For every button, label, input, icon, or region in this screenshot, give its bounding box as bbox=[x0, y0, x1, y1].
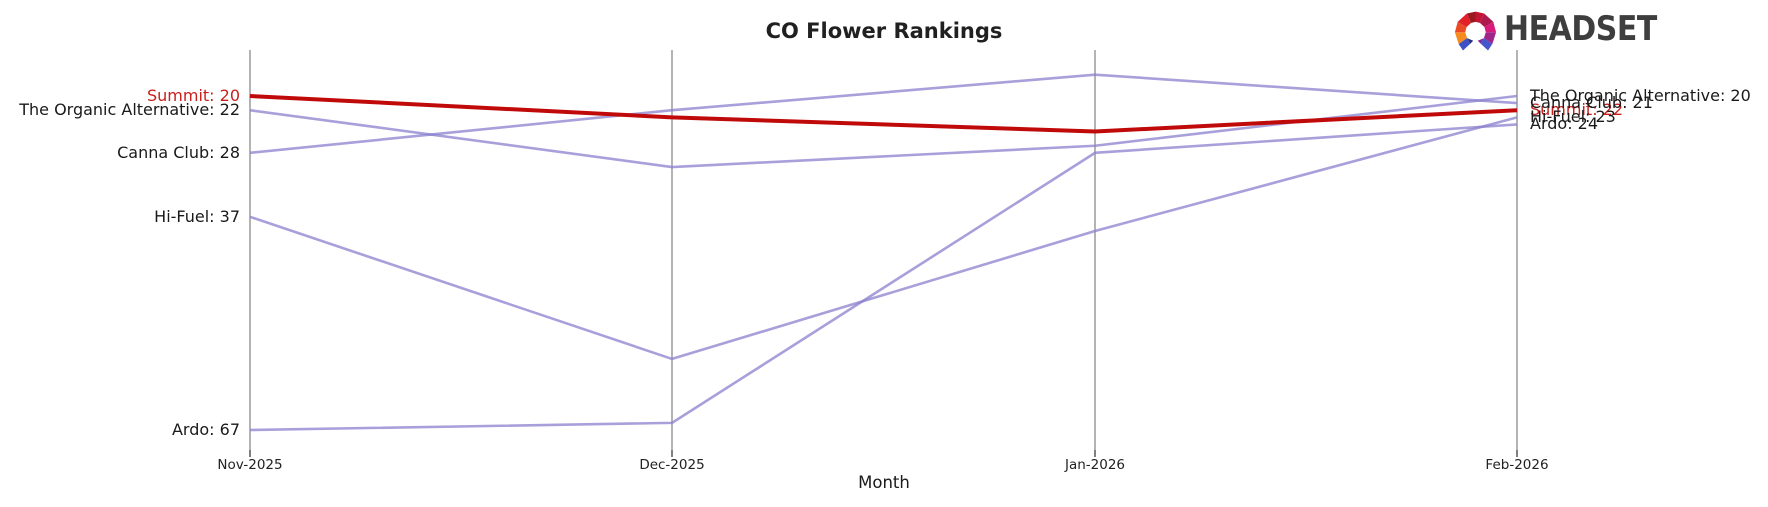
x-tick-label-dec-2025: Dec-2025 bbox=[639, 457, 705, 473]
x-tick-label-nov-2025: Nov-2025 bbox=[217, 457, 283, 473]
series-right-label-summit: Summit: 22 bbox=[1530, 100, 1624, 120]
series-line-canna-club bbox=[249, 73, 1518, 155]
headset-logo-icon bbox=[1454, 11, 1497, 51]
series-line-summit bbox=[249, 94, 1518, 134]
series-right-label-canna-club: Canna Club: 21 bbox=[1530, 93, 1653, 113]
series-line-ardo bbox=[249, 123, 1518, 432]
headset-logo: HEADSET bbox=[1452, 6, 1678, 52]
headset-logo-text: HEADSET bbox=[1504, 9, 1657, 49]
series-left-label-canna-club: Canna Club: 28 bbox=[117, 142, 240, 162]
series-right-label-hi-fuel: Hi-Fuel: 23 bbox=[1530, 107, 1616, 127]
series-left-label-ardo: Ardo: 67 bbox=[171, 419, 240, 439]
x-axis-title: Month bbox=[858, 473, 910, 492]
series-line-hi-fuel bbox=[249, 116, 1518, 361]
series-left-label-summit: Summit: 20 bbox=[146, 86, 240, 105]
series-right-label-ardo: Ardo: 24 bbox=[1530, 114, 1599, 134]
chart-title: CO Flower Rankings bbox=[765, 19, 1003, 43]
x-tick-label-jan-2026: Jan-2026 bbox=[1064, 457, 1126, 473]
x-tick-label-feb-2026: Feb-2026 bbox=[1485, 457, 1549, 473]
series-right-label-the-organic-alternative: The Organic Alternative: 20 bbox=[1530, 86, 1751, 105]
series-left-label-the-organic-alternative: The Organic Alternative: 22 bbox=[19, 100, 240, 120]
series-left-label-hi-fuel: Hi-Fuel: 37 bbox=[154, 206, 240, 226]
